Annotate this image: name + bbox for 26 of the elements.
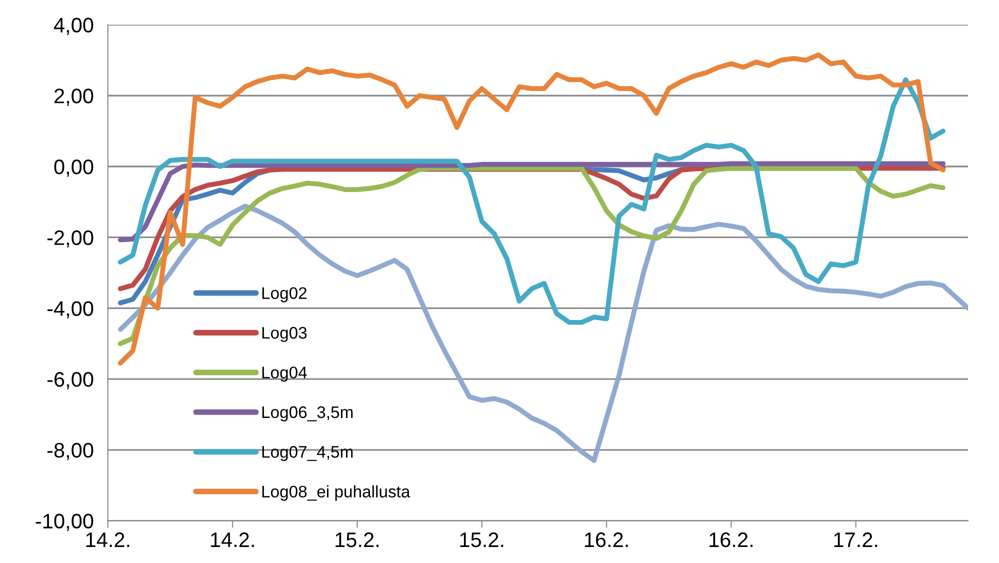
legend-label: Log06_3,5m [262, 406, 353, 422]
legend-label: Log04 [262, 366, 307, 382]
y-tick-label: 4,00 [54, 18, 94, 35]
line-series [118, 77, 946, 325]
x-tick-label: 14.2. [86, 532, 130, 547]
x-tick-label: 16.2. [710, 532, 752, 548]
x-tick-label: 14.2. [210, 532, 254, 547]
line-series [118, 166, 946, 346]
legend-label: Log07_4,5m [262, 446, 353, 462]
x-tick-label: 17.2. [834, 532, 878, 547]
y-tick-label: 2,00 [54, 88, 94, 106]
legend-label: Log03 [262, 326, 307, 342]
x-tick-label: 15.2. [336, 532, 378, 548]
x-tick-label: 15.2. [460, 532, 504, 548]
y-tick-label: -8,00 [47, 442, 94, 460]
legend-label: Log02 [262, 287, 307, 302]
y-tick-label: -2,00 [47, 230, 94, 248]
y-tick-label: -6,00 [47, 372, 94, 390]
legend-label: Log08_ei puhallusta [262, 485, 410, 501]
y-tick-label: -10,00 [36, 514, 94, 531]
line-series [118, 204, 968, 463]
y-tick-label: -4,00 [47, 301, 94, 318]
y-tick-label: 0,00 [54, 159, 94, 177]
x-tick-label: 16.2. [584, 532, 628, 548]
line-series [118, 161, 946, 242]
line-series [118, 52, 946, 366]
